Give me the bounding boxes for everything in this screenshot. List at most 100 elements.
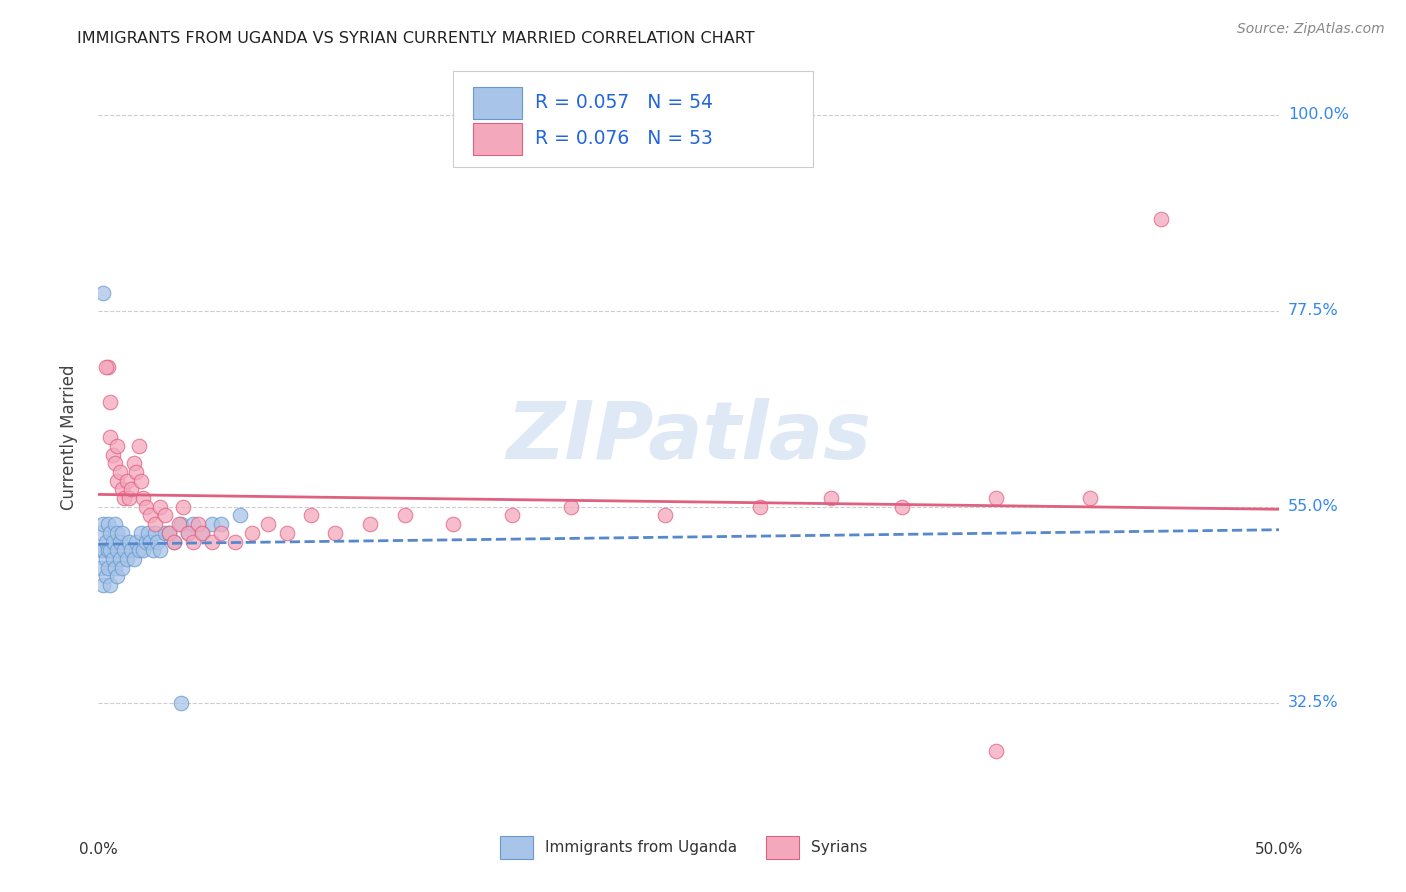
Point	[654, 508, 676, 523]
Point	[128, 543, 150, 558]
Point	[91, 543, 114, 558]
Text: 50.0%: 50.0%	[1256, 842, 1303, 857]
FancyBboxPatch shape	[472, 87, 523, 119]
Point	[97, 561, 120, 575]
Point	[157, 525, 180, 540]
Point	[129, 525, 152, 540]
Text: 100.0%: 100.0%	[1288, 107, 1348, 122]
Point	[128, 439, 150, 453]
Point	[143, 517, 166, 532]
Point	[560, 500, 582, 514]
Point	[163, 534, 186, 549]
Text: 55.0%: 55.0%	[1288, 500, 1339, 515]
Point	[97, 517, 120, 532]
Text: 77.5%: 77.5%	[1288, 303, 1339, 318]
Point	[172, 500, 194, 514]
Point	[122, 552, 145, 566]
Point	[91, 578, 114, 592]
Point	[501, 508, 523, 523]
Point	[108, 465, 131, 479]
Point	[153, 525, 176, 540]
Point	[890, 500, 912, 514]
Point	[135, 534, 157, 549]
Point	[118, 491, 141, 505]
Point	[224, 534, 246, 549]
Point	[104, 517, 127, 532]
Point	[108, 552, 131, 566]
Point	[149, 500, 172, 514]
Point	[97, 543, 120, 558]
FancyBboxPatch shape	[501, 837, 533, 859]
Point	[111, 561, 134, 575]
Point	[132, 543, 155, 558]
Point	[1080, 491, 1102, 505]
Point	[94, 360, 117, 375]
Point	[820, 491, 842, 505]
Point	[201, 534, 224, 549]
Point	[170, 696, 193, 710]
Text: Immigrants from Uganda: Immigrants from Uganda	[546, 840, 737, 855]
Point	[187, 517, 209, 532]
Point	[90, 525, 112, 540]
Point	[136, 525, 159, 540]
Point	[111, 483, 134, 497]
Point	[139, 508, 162, 523]
Point	[90, 561, 112, 575]
Point	[98, 395, 121, 409]
Point	[122, 456, 145, 470]
Point	[181, 534, 204, 549]
Point	[142, 543, 165, 558]
Point	[98, 543, 121, 558]
Point	[91, 286, 114, 301]
Point	[181, 517, 204, 532]
Text: R = 0.057   N = 54: R = 0.057 N = 54	[536, 94, 713, 112]
Point	[209, 525, 232, 540]
Point	[177, 525, 200, 540]
Point	[1150, 212, 1173, 227]
Point	[257, 517, 280, 532]
Point	[101, 552, 124, 566]
Text: Syrians: Syrians	[811, 840, 868, 855]
Point	[201, 517, 224, 532]
Point	[90, 543, 112, 558]
Point	[359, 517, 381, 532]
Point	[209, 517, 232, 532]
Point	[177, 525, 200, 540]
Point	[191, 525, 214, 540]
Point	[121, 483, 143, 497]
Point	[149, 543, 172, 558]
Point	[441, 517, 464, 532]
Point	[97, 360, 120, 375]
Point	[94, 552, 117, 566]
Point	[121, 543, 143, 558]
Point	[984, 744, 1007, 758]
Point	[104, 456, 127, 470]
FancyBboxPatch shape	[766, 837, 799, 859]
Point	[101, 534, 124, 549]
Text: Source: ZipAtlas.com: Source: ZipAtlas.com	[1237, 22, 1385, 37]
Point	[153, 508, 176, 523]
Point	[105, 474, 128, 488]
Point	[167, 517, 190, 532]
Point	[135, 500, 157, 514]
Point	[143, 525, 166, 540]
Point	[105, 525, 128, 540]
Point	[299, 508, 322, 523]
Text: ZIPatlas: ZIPatlas	[506, 398, 872, 476]
Point	[98, 430, 121, 444]
Point	[118, 534, 141, 549]
Point	[125, 534, 148, 549]
Point	[129, 474, 152, 488]
Text: 0.0%: 0.0%	[79, 842, 118, 857]
Point	[323, 525, 346, 540]
Point	[748, 500, 770, 514]
Point	[157, 525, 180, 540]
Text: R = 0.076   N = 53: R = 0.076 N = 53	[536, 129, 713, 148]
Point	[115, 552, 138, 566]
Point	[94, 534, 117, 549]
Point	[276, 525, 298, 540]
Point	[229, 508, 252, 523]
Point	[112, 491, 135, 505]
Point	[108, 534, 131, 549]
FancyBboxPatch shape	[453, 71, 813, 168]
